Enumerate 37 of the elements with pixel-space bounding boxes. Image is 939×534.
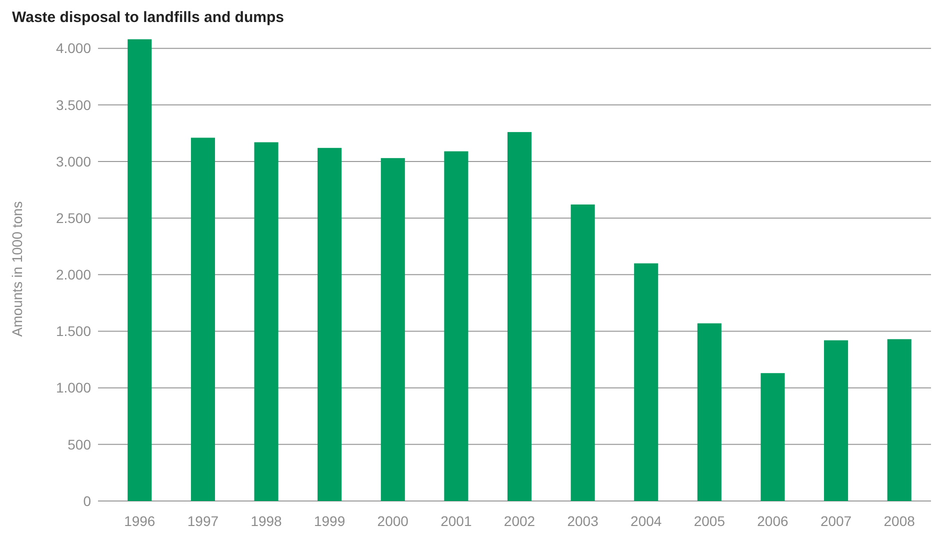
- y-tick-label: 1.500: [56, 323, 92, 340]
- x-tick-label: 2000: [377, 513, 409, 529]
- bar: [444, 151, 468, 501]
- bar: [760, 373, 785, 501]
- bar: [824, 340, 848, 501]
- bar: [190, 138, 215, 501]
- y-tick-label: 2.500: [56, 210, 92, 226]
- x-tick-label: 1996: [124, 513, 156, 529]
- x-tick-label: 2002: [504, 513, 536, 529]
- x-tick-label: 2006: [757, 513, 789, 529]
- x-tick-label: 1997: [187, 513, 219, 529]
- x-tick-label: 2001: [440, 513, 472, 529]
- y-tick-label: 0: [83, 492, 92, 509]
- y-tick-label: 2.000: [56, 266, 92, 283]
- bar: [318, 148, 342, 501]
- bar: [128, 39, 152, 501]
- bar: [634, 263, 658, 501]
- bar: [570, 204, 595, 501]
- y-tick-label: 4.000: [56, 40, 92, 56]
- x-tick-label: 1999: [314, 513, 346, 529]
- x-tick-label: 1998: [250, 513, 282, 529]
- y-tick-label: 1.000: [56, 380, 92, 396]
- y-tick-label: 3.000: [56, 153, 92, 170]
- y-tick-label: 3.500: [56, 96, 92, 113]
- x-tick-label: 2005: [694, 513, 726, 529]
- bar: [507, 132, 532, 501]
- bar: [254, 142, 278, 501]
- y-axis-title: Amounts in 1000 tons: [9, 201, 25, 337]
- chart-title: Waste disposal to landfills and dumps: [12, 9, 284, 26]
- x-tick-label: 2003: [567, 513, 599, 529]
- bar: [887, 339, 912, 501]
- bar: [380, 158, 405, 501]
- bar: [697, 323, 722, 501]
- x-tick-label: 2004: [630, 513, 662, 529]
- x-tick-label: 2008: [884, 513, 916, 529]
- x-tick-label: 2007: [820, 513, 852, 529]
- y-tick-label: 500: [68, 436, 92, 452]
